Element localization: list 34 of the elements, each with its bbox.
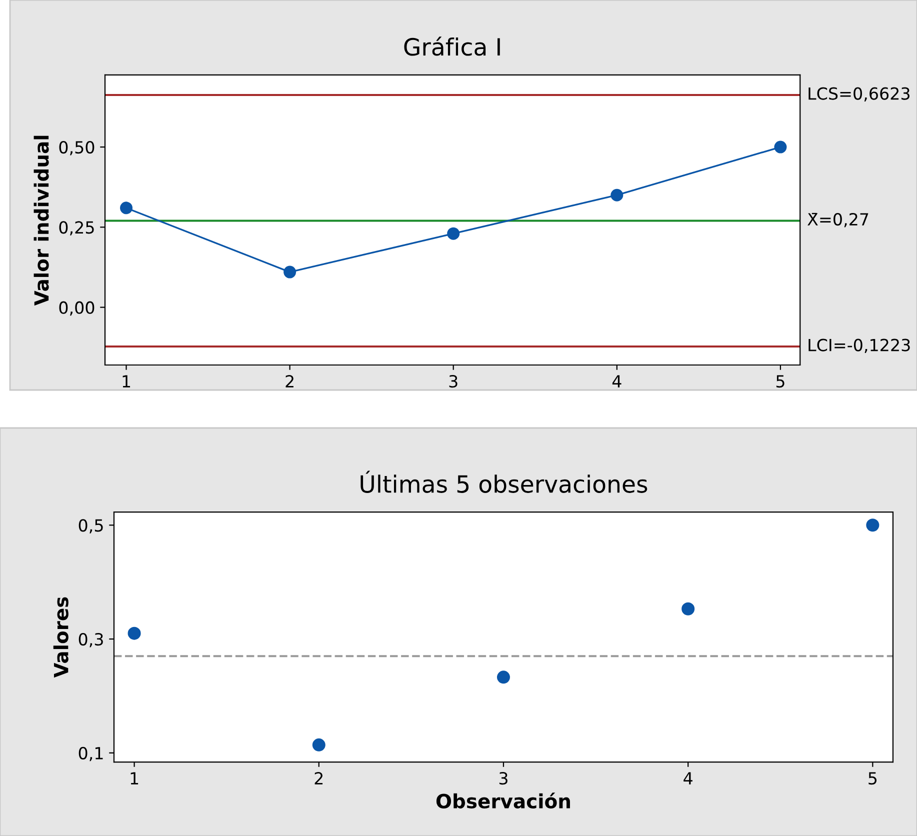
x-tick-label: 3: [499, 772, 508, 785]
y-axis-title: Valor individual: [34, 136, 49, 306]
y-tick-label: 0,1: [78, 746, 103, 762]
point: [128, 626, 141, 640]
point: [610, 188, 624, 202]
x-tick-label: 4: [612, 375, 622, 388]
ref-line-label: X̄=0,27: [808, 212, 868, 228]
x-tick-label: 5: [776, 375, 784, 388]
x-tick-label: 2: [314, 772, 323, 784]
chart-title: Últimas 5 observaciones: [360, 470, 648, 493]
x-tick-label: 5: [868, 772, 877, 785]
y-axis-title: Valores: [53, 597, 68, 678]
point: [312, 738, 326, 752]
x-tick-label: 4: [684, 772, 692, 784]
ref-line-label: LCI=-0,1223: [808, 338, 910, 354]
x-tick-label: 2: [286, 375, 294, 388]
point: [774, 140, 787, 154]
x-axis-title: Observación: [436, 792, 570, 808]
point: [447, 227, 460, 240]
point: [866, 518, 880, 532]
y-tick-label: 0,5: [78, 519, 103, 534]
y-tick-label: 0,00: [59, 301, 94, 316]
y-tick-label: 0,3: [78, 632, 103, 648]
point: [120, 202, 133, 214]
x-tick-label: 1: [122, 375, 130, 388]
x-tick-label: 3: [449, 375, 458, 388]
y-tick-label: 0,25: [59, 221, 94, 236]
chart-title: Gráfica I: [404, 36, 500, 56]
ref-line-label: LCS=0,6623: [808, 87, 910, 102]
point: [496, 670, 510, 684]
point: [284, 266, 296, 278]
y-tick-label: 0,50: [59, 140, 94, 156]
point: [682, 602, 695, 616]
x-tick-label: 1: [130, 772, 138, 784]
